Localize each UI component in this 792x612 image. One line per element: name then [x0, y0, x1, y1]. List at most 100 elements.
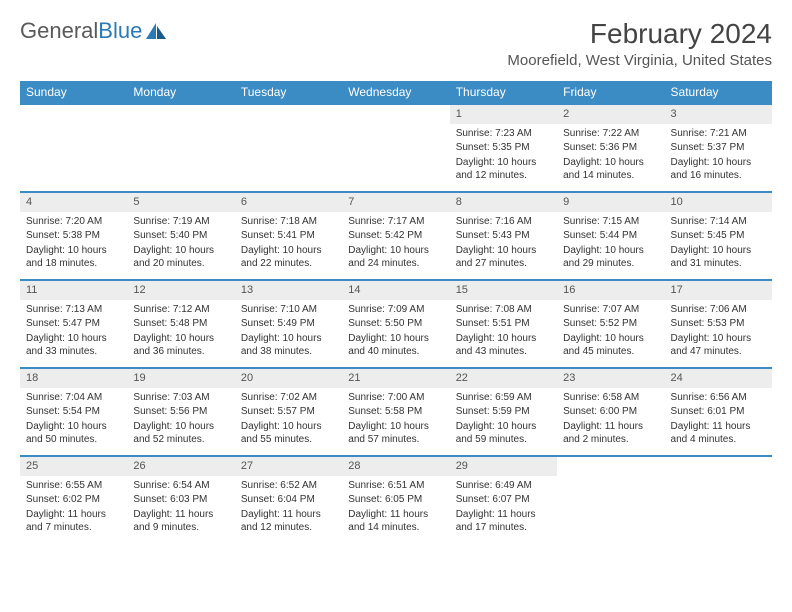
sunrise-text: Sunrise: 6:55 AM — [26, 479, 121, 493]
daylight-text: Daylight: 10 hours and 18 minutes. — [26, 244, 121, 271]
sunset-text: Sunset: 6:02 PM — [26, 493, 121, 507]
day-number: 27 — [235, 457, 342, 476]
day-body: Sunrise: 6:56 AMSunset: 6:01 PMDaylight:… — [665, 388, 772, 452]
daylight-text: Daylight: 11 hours and 9 minutes. — [133, 508, 228, 535]
day-cell — [557, 456, 664, 544]
day-body: Sunrise: 6:52 AMSunset: 6:04 PMDaylight:… — [235, 476, 342, 540]
sunrise-text: Sunrise: 7:09 AM — [348, 303, 443, 317]
day-cell: 19Sunrise: 7:03 AMSunset: 5:56 PMDayligh… — [127, 368, 234, 456]
day-cell: 3Sunrise: 7:21 AMSunset: 5:37 PMDaylight… — [665, 104, 772, 192]
day-number: 10 — [665, 193, 772, 212]
day-cell: 1Sunrise: 7:23 AMSunset: 5:35 PMDaylight… — [450, 104, 557, 192]
day-number: 8 — [450, 193, 557, 212]
daylight-text: Daylight: 10 hours and 29 minutes. — [563, 244, 658, 271]
sunrise-text: Sunrise: 7:00 AM — [348, 391, 443, 405]
week-row: 25Sunrise: 6:55 AMSunset: 6:02 PMDayligh… — [20, 456, 772, 544]
day-body: Sunrise: 6:59 AMSunset: 5:59 PMDaylight:… — [450, 388, 557, 452]
day-cell: 22Sunrise: 6:59 AMSunset: 5:59 PMDayligh… — [450, 368, 557, 456]
day-number: 4 — [20, 193, 127, 212]
daylight-text: Daylight: 10 hours and 31 minutes. — [671, 244, 766, 271]
daylight-text: Daylight: 10 hours and 45 minutes. — [563, 332, 658, 359]
day-cell: 24Sunrise: 6:56 AMSunset: 6:01 PMDayligh… — [665, 368, 772, 456]
logo: GeneralBlue — [20, 18, 168, 44]
sunrise-text: Sunrise: 7:02 AM — [241, 391, 336, 405]
day-header: Wednesday — [342, 81, 449, 104]
sunrise-text: Sunrise: 7:08 AM — [456, 303, 551, 317]
sunset-text: Sunset: 5:45 PM — [671, 229, 766, 243]
week-row: 1Sunrise: 7:23 AMSunset: 5:35 PMDaylight… — [20, 104, 772, 192]
day-body: Sunrise: 7:16 AMSunset: 5:43 PMDaylight:… — [450, 212, 557, 276]
day-body: Sunrise: 6:55 AMSunset: 6:02 PMDaylight:… — [20, 476, 127, 540]
day-number: 29 — [450, 457, 557, 476]
day-body: Sunrise: 7:12 AMSunset: 5:48 PMDaylight:… — [127, 300, 234, 364]
logo-text: GeneralBlue — [20, 18, 142, 44]
week-row: 11Sunrise: 7:13 AMSunset: 5:47 PMDayligh… — [20, 280, 772, 368]
daylight-text: Daylight: 10 hours and 33 minutes. — [26, 332, 121, 359]
day-body: Sunrise: 7:18 AMSunset: 5:41 PMDaylight:… — [235, 212, 342, 276]
sunrise-text: Sunrise: 6:59 AM — [456, 391, 551, 405]
day-body: Sunrise: 6:54 AMSunset: 6:03 PMDaylight:… — [127, 476, 234, 540]
day-cell: 11Sunrise: 7:13 AMSunset: 5:47 PMDayligh… — [20, 280, 127, 368]
sunset-text: Sunset: 5:38 PM — [26, 229, 121, 243]
logo-sail-icon — [146, 23, 168, 39]
day-number: 21 — [342, 369, 449, 388]
title-block: February 2024 Moorefield, West Virginia,… — [507, 18, 772, 73]
logo-text-2: Blue — [98, 18, 142, 43]
day-body: Sunrise: 7:06 AMSunset: 5:53 PMDaylight:… — [665, 300, 772, 364]
daylight-text: Daylight: 10 hours and 40 minutes. — [348, 332, 443, 359]
sunrise-text: Sunrise: 7:12 AM — [133, 303, 228, 317]
sunrise-text: Sunrise: 7:20 AM — [26, 215, 121, 229]
day-header: Sunday — [20, 81, 127, 104]
day-cell — [20, 104, 127, 192]
sunrise-text: Sunrise: 7:16 AM — [456, 215, 551, 229]
day-cell: 23Sunrise: 6:58 AMSunset: 6:00 PMDayligh… — [557, 368, 664, 456]
sunrise-text: Sunrise: 7:03 AM — [133, 391, 228, 405]
sunset-text: Sunset: 5:48 PM — [133, 317, 228, 331]
day-header: Tuesday — [235, 81, 342, 104]
sunrise-text: Sunrise: 6:52 AM — [241, 479, 336, 493]
day-body: Sunrise: 7:07 AMSunset: 5:52 PMDaylight:… — [557, 300, 664, 364]
daylight-text: Daylight: 10 hours and 14 minutes. — [563, 156, 658, 183]
day-number: 20 — [235, 369, 342, 388]
sunrise-text: Sunrise: 7:06 AM — [671, 303, 766, 317]
sunrise-text: Sunrise: 7:22 AM — [563, 127, 658, 141]
daylight-text: Daylight: 10 hours and 16 minutes. — [671, 156, 766, 183]
day-number: 7 — [342, 193, 449, 212]
daylight-text: Daylight: 10 hours and 55 minutes. — [241, 420, 336, 447]
sunrise-text: Sunrise: 6:54 AM — [133, 479, 228, 493]
day-body: Sunrise: 7:04 AMSunset: 5:54 PMDaylight:… — [20, 388, 127, 452]
sunrise-text: Sunrise: 6:49 AM — [456, 479, 551, 493]
daylight-text: Daylight: 11 hours and 7 minutes. — [26, 508, 121, 535]
day-cell: 6Sunrise: 7:18 AMSunset: 5:41 PMDaylight… — [235, 192, 342, 280]
sunrise-text: Sunrise: 7:23 AM — [456, 127, 551, 141]
day-cell: 4 Sunrise: 7:20 AMSunset: 5:38 PMDaylight… — [20, 192, 127, 280]
day-cell: 15Sunrise: 7:08 AMSunset: 5:51 PMDayligh… — [450, 280, 557, 368]
sunrise-text: Sunrise: 7:19 AM — [133, 215, 228, 229]
sunset-text: Sunset: 5:59 PM — [456, 405, 551, 419]
day-cell: 8Sunrise: 7:16 AMSunset: 5:43 PMDaylight… — [450, 192, 557, 280]
daylight-text: Daylight: 10 hours and 38 minutes. — [241, 332, 336, 359]
day-body: Sunrise: 6:58 AMSunset: 6:00 PMDaylight:… — [557, 388, 664, 452]
day-cell: 16Sunrise: 7:07 AMSunset: 5:52 PMDayligh… — [557, 280, 664, 368]
sunrise-text: Sunrise: 7:07 AM — [563, 303, 658, 317]
day-number: 1 — [450, 105, 557, 124]
sunset-text: Sunset: 5:50 PM — [348, 317, 443, 331]
sunrise-text: Sunrise: 7:17 AM — [348, 215, 443, 229]
day-number: 5 — [127, 193, 234, 212]
day-body: Sunrise: 7:10 AMSunset: 5:49 PMDaylight:… — [235, 300, 342, 364]
sunset-text: Sunset: 5:40 PM — [133, 229, 228, 243]
sunset-text: Sunset: 5:53 PM — [671, 317, 766, 331]
day-number: 3 — [665, 105, 772, 124]
sunrise-text: Sunrise: 7:10 AM — [241, 303, 336, 317]
day-cell: 29Sunrise: 6:49 AMSunset: 6:07 PMDayligh… — [450, 456, 557, 544]
sunset-text: Sunset: 5:51 PM — [456, 317, 551, 331]
day-cell: 18Sunrise: 7:04 AMSunset: 5:54 PMDayligh… — [20, 368, 127, 456]
day-body: Sunrise: 7:03 AMSunset: 5:56 PMDaylight:… — [127, 388, 234, 452]
day-cell: 21Sunrise: 7:00 AMSunset: 5:58 PMDayligh… — [342, 368, 449, 456]
day-number: 23 — [557, 369, 664, 388]
daylight-text: Daylight: 10 hours and 52 minutes. — [133, 420, 228, 447]
header: GeneralBlue February 2024 Moorefield, We… — [20, 18, 772, 73]
day-cell: 2Sunrise: 7:22 AMSunset: 5:36 PMDaylight… — [557, 104, 664, 192]
sunrise-text: Sunrise: 7:15 AM — [563, 215, 658, 229]
sunset-text: Sunset: 5:47 PM — [26, 317, 121, 331]
